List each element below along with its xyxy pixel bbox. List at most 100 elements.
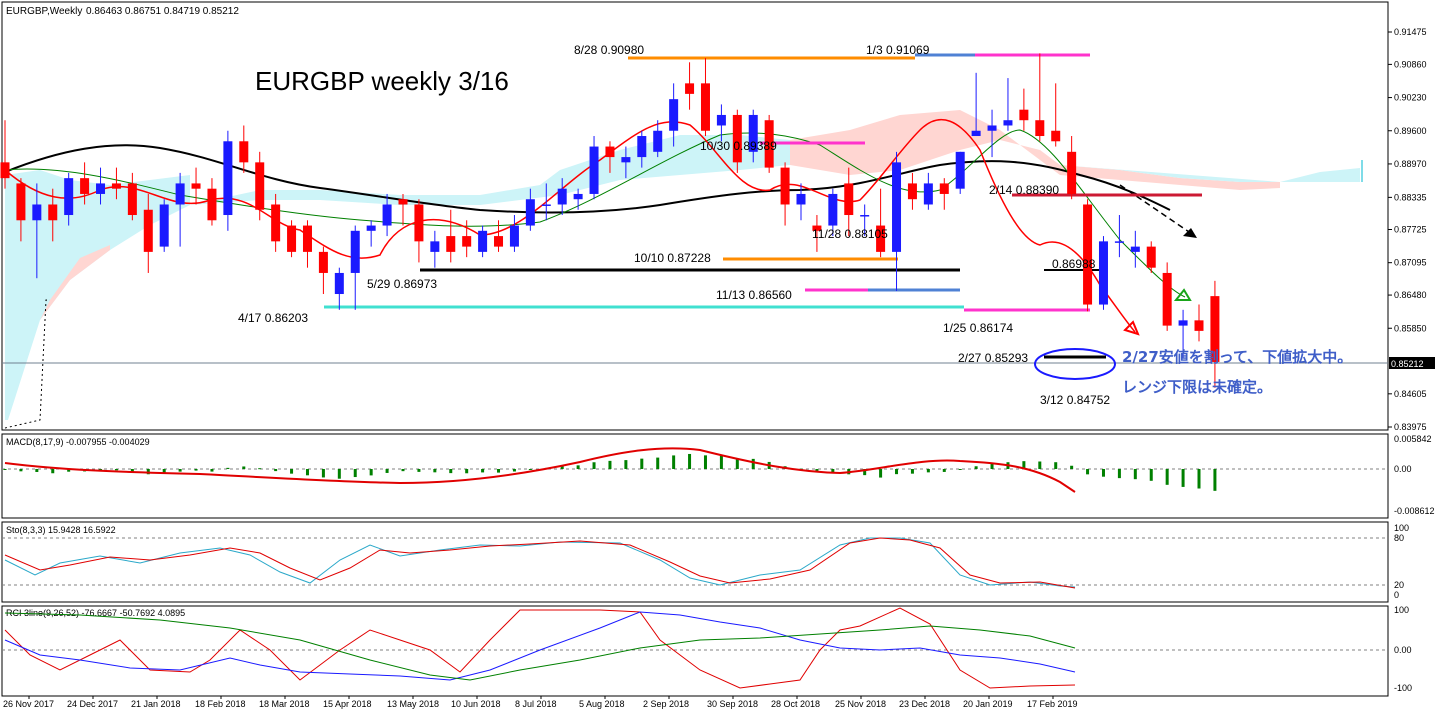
candle xyxy=(0,120,10,189)
candle xyxy=(796,183,806,221)
macd-bar xyxy=(274,469,278,472)
candle xyxy=(239,125,249,173)
candle xyxy=(430,230,440,268)
rci-axis: 100 0.00 -100 xyxy=(1394,605,1412,693)
candle xyxy=(302,220,312,268)
candle xyxy=(828,188,838,237)
date-tick: 18 Feb 2018 xyxy=(195,699,246,709)
candle xyxy=(16,178,26,242)
candle xyxy=(541,183,551,221)
macd-bar xyxy=(640,458,644,469)
axis-tick: 0.005842 xyxy=(1394,434,1432,444)
note-range: レンジ下限は未確定。 xyxy=(1122,378,1272,396)
macd-bar xyxy=(130,469,134,472)
candle xyxy=(494,220,504,252)
price-tick: 0.89600 xyxy=(1394,126,1427,136)
candle xyxy=(876,188,886,258)
candle xyxy=(80,162,90,205)
macd-bar xyxy=(3,469,7,470)
macd-bar xyxy=(385,469,389,473)
macd-bar xyxy=(35,469,39,472)
macd-bar xyxy=(990,463,994,469)
macd-bar xyxy=(162,469,166,474)
macd-bar xyxy=(226,467,230,469)
annotation-103: 1/3 0.91069 xyxy=(866,43,930,57)
macd-bar xyxy=(592,462,596,469)
macd-bar xyxy=(1022,461,1026,469)
candle xyxy=(987,109,997,158)
candle xyxy=(191,167,201,205)
annotation-529: 5/29 0.86973 xyxy=(367,277,437,291)
macd-bar xyxy=(1054,462,1058,469)
candle xyxy=(255,151,265,221)
candle xyxy=(318,246,328,295)
annotation-312: 3/12 0.84752 xyxy=(1040,393,1110,407)
candle xyxy=(700,58,710,137)
annotation-417: 4/17 0.86203 xyxy=(238,311,308,325)
senkou-green-line xyxy=(4,129,1186,298)
candle xyxy=(637,130,647,168)
macd-bar xyxy=(879,469,883,478)
macd-bar xyxy=(497,469,501,473)
price-tick: 0.88970 xyxy=(1394,159,1427,169)
price-tick: 0.86480 xyxy=(1394,290,1427,300)
axis-tick: 0.00 xyxy=(1394,645,1412,655)
ohlc-label: 0.86463 0.86751 0.84719 0.85212 xyxy=(86,6,239,17)
candle xyxy=(1019,88,1029,131)
macd-bar xyxy=(1165,469,1169,485)
macd-bar xyxy=(465,469,469,474)
macd-bar xyxy=(672,455,676,469)
candle xyxy=(557,178,567,216)
candle xyxy=(1035,53,1045,142)
rci-long-line xyxy=(4,612,1076,681)
candle xyxy=(780,162,790,226)
candle xyxy=(414,199,424,263)
axis-tick: 100 xyxy=(1394,605,1409,615)
price-tick: 0.83975 xyxy=(1394,422,1427,432)
macd-bar xyxy=(512,469,516,472)
candle xyxy=(844,167,854,237)
annotation-227: 2/27 0.85293 xyxy=(958,351,1028,365)
macd-bar xyxy=(831,469,835,473)
candle xyxy=(1003,78,1013,131)
macd-bar xyxy=(656,457,660,469)
macd-bar xyxy=(353,469,357,478)
candle xyxy=(127,172,137,221)
candle xyxy=(96,167,106,205)
date-tick: 15 Apr 2018 xyxy=(323,699,372,709)
price-tick: 0.87725 xyxy=(1394,225,1427,235)
candlestick-series xyxy=(0,53,1220,388)
axis-tick: 20 xyxy=(1394,580,1404,590)
macd-histogram xyxy=(3,453,1217,491)
macd-bar xyxy=(417,469,421,472)
date-tick: 8 Jul 2018 xyxy=(515,699,557,709)
macd-bar xyxy=(624,460,628,469)
macd-bar xyxy=(401,469,405,472)
candle xyxy=(207,178,217,226)
axis-tick: -0.008612 xyxy=(1394,506,1435,516)
macd-bar xyxy=(719,455,723,469)
date-tick: 2 Sep 2018 xyxy=(643,699,689,709)
candle xyxy=(812,215,822,252)
candle xyxy=(1083,199,1093,312)
date-tick: 10 Jun 2018 xyxy=(451,699,501,709)
rci-panel xyxy=(1,605,1389,697)
date-tick: 30 Sep 2018 xyxy=(707,699,758,709)
candle xyxy=(350,225,360,310)
macd-bar xyxy=(1117,469,1121,479)
macd-panel xyxy=(1,433,1389,519)
annotation-214: 2/14 0.88390 xyxy=(989,183,1059,197)
macd-bar xyxy=(735,459,739,469)
candle xyxy=(732,109,742,173)
candle xyxy=(382,193,392,237)
date-tick: 21 Jan 2018 xyxy=(131,699,181,709)
macd-bar xyxy=(19,469,23,472)
annotation-1128: 11/28 0.88105 xyxy=(812,227,888,241)
axis-tick: 0 xyxy=(1394,590,1399,600)
macd-axis: 0.005842 0.00 -0.008612 xyxy=(1394,434,1435,516)
annotation-1010: 10/10 0.87228 xyxy=(634,251,711,265)
macd-bar xyxy=(688,453,692,469)
macd-bar xyxy=(337,469,341,479)
candle xyxy=(923,172,933,210)
